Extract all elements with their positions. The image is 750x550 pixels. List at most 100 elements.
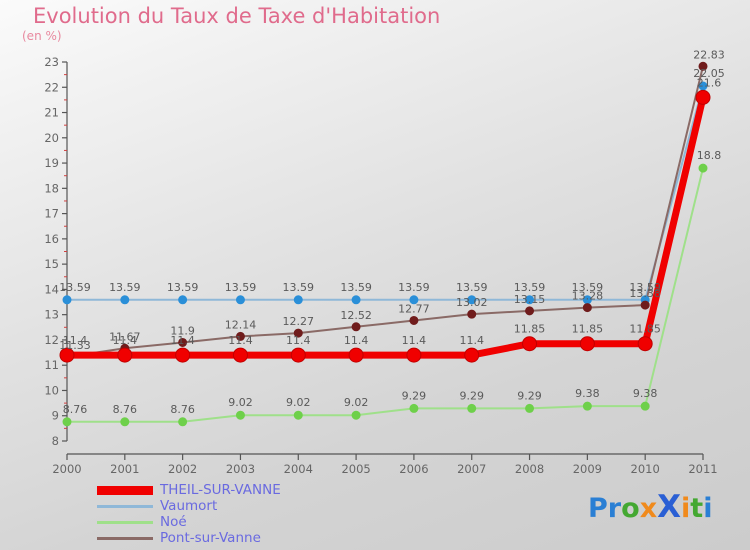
data-point: [120, 417, 130, 427]
data-point-label: 11.4: [402, 334, 427, 347]
data-point-label: 11.4: [459, 334, 484, 347]
x-tick-label: 2001: [110, 462, 139, 476]
data-point: [178, 295, 188, 305]
data-point-label: 13.59: [225, 281, 257, 294]
data-point: [525, 295, 535, 305]
data-point: [59, 347, 75, 363]
legend-item[interactable]: Vaumort: [97, 498, 281, 514]
data-point: [117, 347, 133, 363]
data-point-label: 13.59: [572, 281, 604, 294]
data-point: [579, 336, 595, 352]
x-tick-label: 2004: [284, 462, 313, 476]
series-line-pont-sur-vanne: [66, 65, 704, 358]
data-point-label: 13.59: [283, 281, 315, 294]
y-tick-label: 11: [44, 358, 59, 372]
data-point-label: 11.33: [59, 339, 91, 352]
data-point-label: 11.4: [113, 334, 138, 347]
data-point-label: 13.59: [514, 281, 546, 294]
data-point: [522, 336, 538, 352]
x-tick-label: 2011: [688, 462, 717, 476]
data-point-label: 11.4: [228, 334, 253, 347]
line-chart-plot: 8 9 10 11 12 13 14 15 16 17 18 19 20 21 22 23 2000 2001 20…: [44, 48, 725, 476]
data-point: [175, 347, 191, 363]
data-point-label: 13.38: [629, 287, 661, 300]
data-point: [409, 403, 419, 413]
series-line-no-: [66, 167, 704, 423]
logo-letter: o: [621, 493, 640, 524]
x-tick-label: 2000: [52, 462, 81, 476]
x-tick-label: 2002: [168, 462, 197, 476]
data-point: [351, 322, 361, 332]
legend-swatch: [97, 504, 153, 508]
data-point-label: 9.02: [344, 396, 369, 409]
data-point-label: 13.59: [109, 281, 141, 294]
data-point: [62, 295, 72, 305]
legend-label: Pont-sur-Vanne: [160, 530, 261, 546]
legend-item[interactable]: Noé: [97, 514, 281, 530]
data-point: [178, 337, 188, 347]
data-point-label: 22.05: [693, 67, 725, 80]
data-point: [348, 347, 364, 363]
data-point: [637, 336, 653, 352]
data-point-label: 13.15: [514, 293, 546, 306]
proxiti-logo: ProxXiti: [588, 489, 712, 525]
chart-subtitle: (en %): [22, 29, 62, 43]
data-point-label: 12.14: [225, 318, 257, 331]
data-point-label: 13.59: [629, 281, 661, 294]
data-point: [695, 89, 711, 105]
data-point: [406, 347, 422, 363]
y-tick-label: 22: [44, 80, 59, 94]
y-tick-label: 15: [44, 257, 59, 271]
data-point-label: 11.9: [170, 324, 195, 337]
data-point: [235, 331, 245, 341]
data-point-label: 11.4: [170, 334, 195, 347]
legend-swatch: [97, 536, 153, 540]
chart-legend: THEIL-SUR-VANNE Vaumort Noé Pont-sur-Vanne: [97, 482, 281, 546]
data-point: [464, 347, 480, 363]
data-point-label: 22.83: [693, 48, 725, 61]
data-point: [293, 410, 303, 420]
series-line-theil-sur-vanne: [63, 93, 707, 359]
data-point-label: 13.59: [59, 281, 91, 294]
data-point: [409, 295, 419, 305]
data-point-label: 18.8: [697, 149, 722, 162]
data-point: [698, 163, 708, 173]
data-point-label: 13.59: [340, 281, 372, 294]
data-point-label: 13.59: [456, 281, 488, 294]
y-tick-label: 21: [44, 106, 59, 120]
data-point: [640, 300, 650, 310]
legend-swatch: [97, 485, 153, 495]
legend-item[interactable]: THEIL-SUR-VANNE: [97, 482, 281, 498]
y-tick-label: 14: [44, 282, 59, 296]
data-point: [467, 403, 477, 413]
x-tick-label: 2008: [515, 462, 544, 476]
data-point: [62, 417, 72, 427]
logo-letter: r: [607, 493, 622, 524]
data-point-label: 8.76: [113, 403, 138, 416]
legend-item[interactable]: Pont-sur-Vanne: [97, 530, 281, 546]
y-tick-label: 9: [52, 409, 59, 423]
series-line-vaumort: [66, 85, 704, 301]
data-point-label: 8.76: [170, 403, 195, 416]
data-point: [525, 403, 535, 413]
data-point-label: 9.38: [575, 387, 600, 400]
logo-letter: i: [703, 493, 713, 524]
x-tick-label: 2003: [226, 462, 255, 476]
data-point-label: 9.02: [228, 396, 253, 409]
data-point: [698, 61, 708, 71]
data-point: [582, 401, 592, 411]
logo-letter: P: [588, 493, 608, 524]
data-point-label: 12.52: [340, 309, 372, 322]
y-tick-label: 19: [44, 156, 59, 170]
logo-letter: x: [639, 493, 658, 524]
data-point-label: 12.77: [398, 302, 430, 315]
data-point: [467, 309, 477, 319]
data-point: [290, 347, 306, 363]
data-point-label: 11.85: [629, 323, 661, 336]
y-tick-label: 12: [44, 333, 59, 347]
data-point-label: 8.76: [63, 403, 88, 416]
data-point-label: 12.27: [283, 315, 315, 328]
data-point-label: 9.29: [402, 389, 427, 402]
data-point: [293, 328, 303, 338]
chart-title: Evolution du Taux de Taxe d'Habitation: [33, 4, 441, 28]
